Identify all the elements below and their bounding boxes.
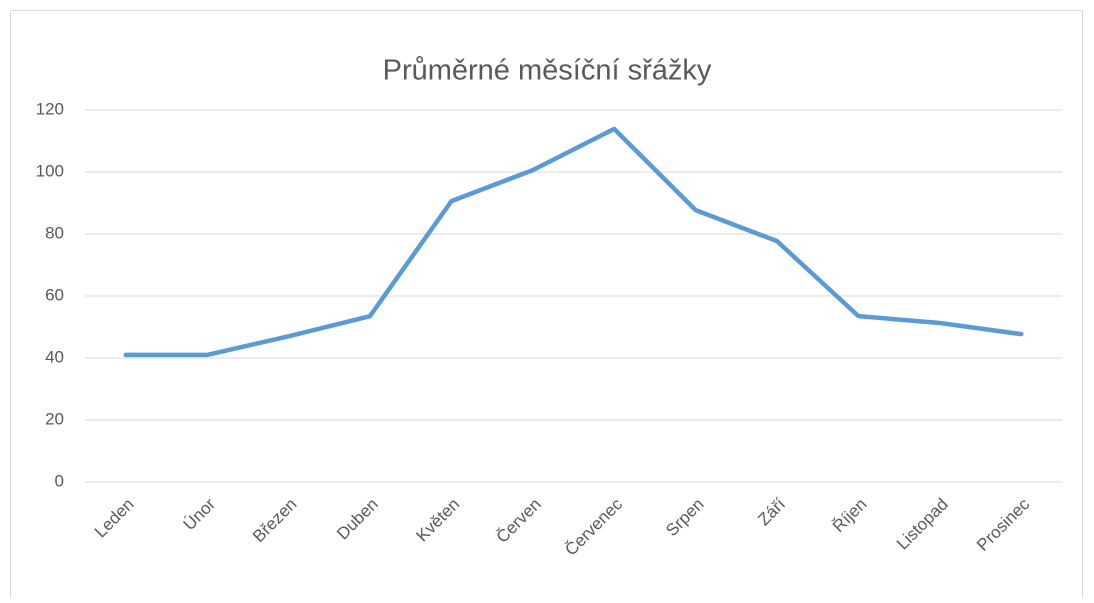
y-tick-label: 80 <box>45 223 64 242</box>
y-tick-label: 0 <box>55 471 64 490</box>
y-tick-label: 100 <box>36 161 64 180</box>
y-tick-label: 120 <box>36 99 64 118</box>
y-tick-label: 40 <box>45 347 64 366</box>
chart-title: Průměrné měsíční sřážky <box>383 55 712 87</box>
y-tick-label: 60 <box>45 285 64 304</box>
y-tick-label: 20 <box>45 409 64 428</box>
line-series <box>123 126 1024 358</box>
chart-frame <box>10 10 1083 603</box>
